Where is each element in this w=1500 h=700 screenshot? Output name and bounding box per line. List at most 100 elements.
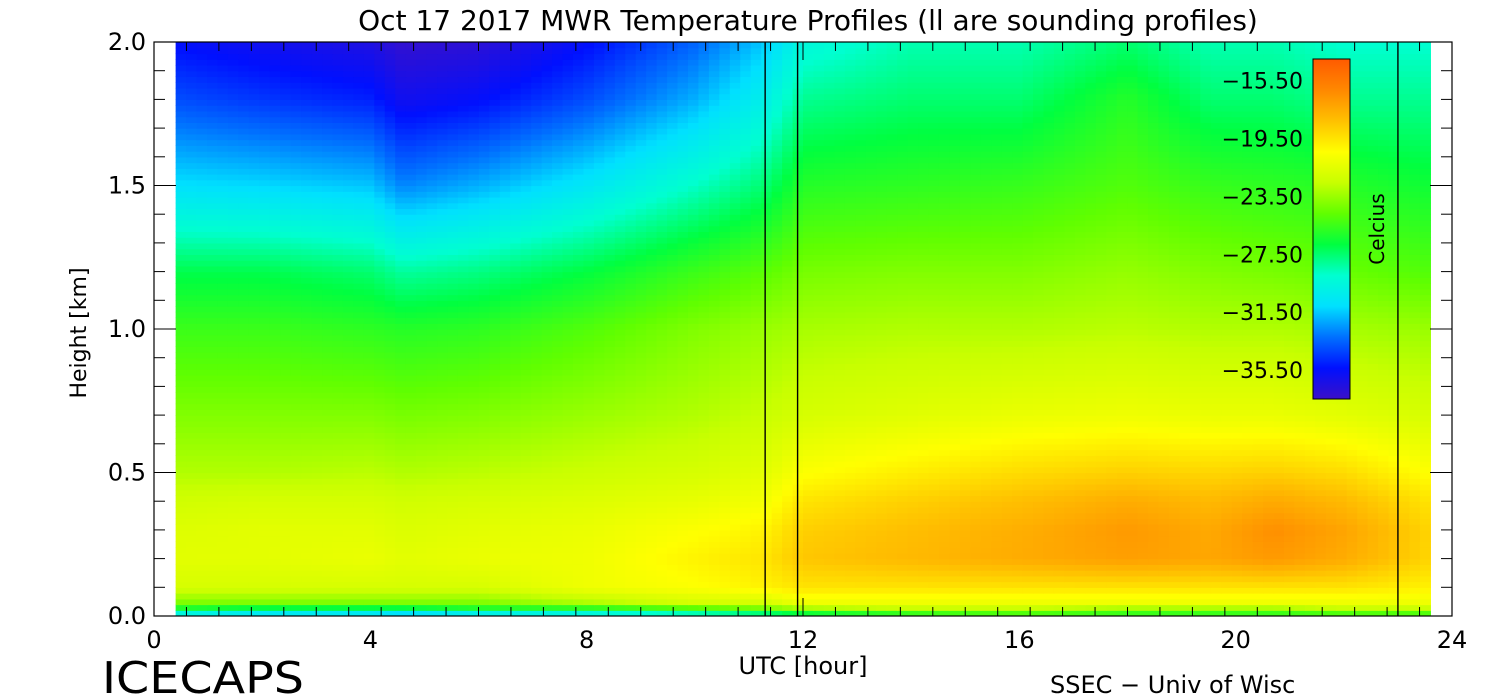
heatmap-cell <box>1064 564 1076 571</box>
heatmap-cell <box>1053 570 1066 577</box>
heatmap-cell <box>1304 415 1316 422</box>
heatmap-cell <box>510 426 522 433</box>
heatmap-cell <box>1074 397 1086 405</box>
heatmap-cell <box>1127 581 1139 588</box>
heatmap-cell <box>196 570 208 577</box>
heatmap-cell <box>625 461 637 468</box>
heatmap-cell <box>541 415 553 422</box>
heatmap-cell <box>311 409 323 416</box>
heatmap-cell <box>698 478 710 485</box>
heatmap-cell <box>991 581 1003 588</box>
heatmap-cell <box>646 558 658 565</box>
heatmap-cell <box>593 397 605 405</box>
heatmap-cell <box>562 455 574 462</box>
heatmap-cell <box>928 489 940 497</box>
heatmap-cell <box>238 598 250 606</box>
heatmap-cell <box>928 438 940 445</box>
heatmap-cell <box>1189 552 1201 560</box>
heatmap-cell <box>604 495 616 502</box>
heatmap-cell <box>687 449 700 456</box>
heatmap-cell <box>729 558 741 565</box>
heatmap-cell <box>562 535 574 542</box>
heatmap-cell <box>1168 461 1181 468</box>
heatmap-cell <box>1357 472 1369 479</box>
heatmap-cell <box>656 529 668 537</box>
heatmap-cell <box>834 575 846 583</box>
heatmap-cell <box>1106 518 1118 525</box>
heatmap-cell <box>1106 438 1118 445</box>
heatmap-cell <box>918 397 930 405</box>
heatmap-cell <box>426 466 438 474</box>
heatmap-cell <box>1221 535 1233 542</box>
heatmap-cell <box>1252 518 1264 525</box>
heatmap-cell <box>625 483 637 491</box>
heatmap-cell <box>1210 529 1222 537</box>
heatmap-cell <box>1022 420 1034 428</box>
heatmap-cell <box>928 501 940 508</box>
heatmap-cell <box>855 489 867 497</box>
heatmap-cell <box>959 512 971 520</box>
heatmap-cell <box>1022 397 1034 405</box>
heatmap-cell <box>1294 403 1306 410</box>
heatmap-cell <box>186 403 198 410</box>
heatmap-cell <box>886 472 898 479</box>
heatmap-cell <box>552 558 564 565</box>
heatmap-cell <box>1116 426 1128 433</box>
heatmap-cell <box>1106 432 1118 439</box>
heatmap-cell <box>196 604 208 611</box>
heatmap-cell <box>301 593 313 600</box>
heatmap-cell <box>1001 403 1013 410</box>
heatmap-cell <box>1221 392 1233 399</box>
heatmap-cell <box>959 558 971 565</box>
heatmap-cell <box>1315 598 1327 606</box>
heatmap-cell <box>1148 495 1160 502</box>
heatmap-cell <box>457 403 470 410</box>
heatmap-cell <box>374 558 386 565</box>
heatmap-cell <box>740 535 752 542</box>
heatmap-cell <box>332 518 344 525</box>
heatmap-cell <box>897 426 909 433</box>
heatmap-cell <box>886 524 898 531</box>
heatmap-cell <box>353 478 365 485</box>
heatmap-cell <box>1022 443 1034 451</box>
heatmap-cell <box>175 598 187 606</box>
heatmap-cell <box>447 483 459 491</box>
heatmap-cell <box>938 610 950 616</box>
heatmap-cell <box>437 570 449 577</box>
heatmap-cell <box>656 432 668 439</box>
heatmap-cell <box>907 552 919 560</box>
heatmap-cell <box>186 501 198 508</box>
heatmap-cell <box>1419 380 1431 387</box>
heatmap-cell <box>1409 409 1421 416</box>
heatmap-cell <box>1085 489 1097 497</box>
heatmap-cell <box>1116 495 1128 502</box>
heatmap-cell <box>1085 432 1097 439</box>
heatmap-cell <box>1168 466 1181 474</box>
heatmap-cell <box>729 374 741 382</box>
heatmap-cell <box>227 461 239 468</box>
heatmap-cell <box>750 455 762 462</box>
heatmap-cell <box>437 461 449 468</box>
heatmap-cell <box>667 587 679 594</box>
heatmap-cell <box>803 478 815 485</box>
heatmap-cell <box>1033 495 1045 502</box>
heatmap-cell <box>1378 461 1390 468</box>
heatmap-cell <box>248 552 260 560</box>
heatmap-cell <box>876 541 888 548</box>
heatmap-cell <box>1283 455 1296 462</box>
heatmap-cell <box>332 415 344 422</box>
heatmap-cell <box>625 478 637 485</box>
heatmap-cell <box>353 541 365 548</box>
heatmap-cell <box>771 461 783 468</box>
heatmap-cell <box>447 392 459 399</box>
heatmap-cell <box>416 380 428 387</box>
heatmap-cell <box>834 386 846 393</box>
heatmap-cell <box>708 449 720 456</box>
heatmap-cell <box>457 518 470 525</box>
heatmap-cell <box>959 403 971 410</box>
heatmap-cell <box>280 472 292 479</box>
heatmap-cell <box>646 489 658 497</box>
heatmap-cell <box>865 472 877 479</box>
heatmap-cell <box>175 380 187 387</box>
heatmap-cell <box>207 449 219 456</box>
